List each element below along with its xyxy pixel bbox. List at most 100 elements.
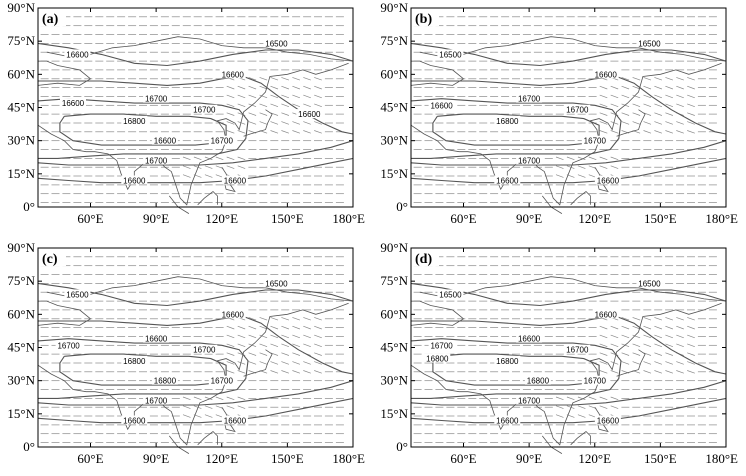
wind-vector: [676, 130, 684, 134]
height-contour: [410, 98, 622, 159]
wind-vector: [632, 325, 641, 330]
contour-label-bg: [208, 135, 235, 145]
wind-vector: [610, 85, 619, 90]
wind-vector: [259, 94, 268, 99]
wind-vector: [204, 405, 213, 409]
wind-vector: [292, 343, 301, 348]
wind-vector: [610, 334, 619, 339]
contour-label: 16600: [224, 417, 247, 426]
coastline: [570, 190, 591, 206]
panel-tag: (d): [415, 252, 432, 267]
wind-vector: [237, 85, 246, 90]
wind-vector: [643, 334, 652, 339]
contour-label-bg: [121, 415, 148, 425]
lat-label: 45°N: [380, 340, 408, 355]
wind-vector: [259, 352, 268, 356]
wind-vector: [314, 343, 322, 348]
wind-vector: [665, 112, 674, 116]
wind-vector: [632, 121, 641, 125]
contour-label: 16600: [62, 99, 85, 108]
wind-vector: [643, 121, 652, 125]
height-contour: [410, 157, 727, 184]
wind-vector-field: [413, 256, 717, 443]
height-contour: [37, 42, 354, 67]
lat-label: 60°N: [380, 306, 408, 321]
wind-vector: [654, 361, 663, 365]
lat-label: 90°N: [380, 240, 408, 255]
contour-label-bg: [143, 93, 170, 103]
contour-label: 16600: [597, 417, 620, 426]
wind-vector: [687, 85, 695, 90]
contour-label-bg: [208, 375, 235, 385]
panel-tag: (c): [42, 252, 58, 267]
contour-label: 16800: [527, 377, 550, 386]
wind-vector: [182, 414, 191, 418]
wind-vector: [665, 361, 674, 365]
coastline: [37, 300, 92, 326]
wind-vector: [259, 361, 268, 365]
wind-vector: [193, 156, 202, 161]
wind-vector: [237, 405, 246, 409]
wind-vector: [643, 130, 652, 134]
lat-label: 75°N: [380, 33, 408, 48]
coastline: [221, 406, 236, 433]
contour-label: 16500: [265, 279, 288, 288]
contour-label-bg: [143, 333, 170, 343]
contour-label: 16700: [518, 157, 541, 166]
contour-label-bg: [494, 175, 521, 185]
wind-vector: [610, 94, 619, 99]
contour-label: 16700: [430, 341, 453, 350]
contour-label-bg: [524, 375, 551, 385]
wind-vector: [555, 414, 564, 418]
wind-vector: [687, 121, 695, 125]
coastline: [541, 435, 563, 454]
wind-vector: [555, 165, 564, 169]
contour-label-bg: [143, 155, 170, 165]
wind-vector: [281, 130, 290, 134]
contour-label-bg: [296, 109, 323, 119]
wind-vector: [588, 156, 597, 161]
contour-label-bg: [151, 375, 178, 385]
contour-label: 16600: [595, 310, 618, 319]
wind-vector: [303, 85, 311, 90]
contour-label-bg: [121, 355, 148, 365]
wind-vector: [643, 325, 652, 330]
wind-vector: [303, 77, 311, 81]
contour-label-bg: [494, 115, 521, 125]
wind-vector: [621, 352, 630, 356]
contour-label-bg: [636, 38, 663, 48]
map-svg: 16500 16500 16600 16700 16600 16700 16800 16700…: [380, 0, 738, 226]
wind-vector: [599, 396, 608, 401]
wind-vector: [292, 94, 301, 99]
wind-vector: [643, 112, 652, 116]
lat-label: 45°N: [7, 100, 35, 115]
wind-vector: [555, 174, 564, 178]
contour-layer: [410, 42, 727, 184]
height-contour: [37, 338, 249, 399]
wind-vector: [643, 85, 652, 90]
wind-vector: [621, 361, 630, 365]
lat-label: 90°N: [7, 0, 35, 15]
wind-vector: [303, 334, 311, 339]
wind-vector: [248, 85, 257, 90]
wind-vector: [237, 130, 246, 134]
map-panel: 16500 16500 16600 16600 16700 16700 16800 16800…: [0, 240, 373, 476]
wind-vector: [687, 94, 695, 99]
wind-vector: [687, 370, 695, 374]
map-panel: 16500 16600 16600 16700 16600 16700 16800 16600…: [0, 0, 373, 236]
coastline: [243, 349, 273, 377]
wind-vector: [237, 396, 246, 401]
wind-vector: [292, 370, 301, 374]
wind-vector: [226, 405, 235, 409]
wind-vector: [610, 103, 619, 108]
wind-vector: [226, 112, 235, 116]
wind-vector: [599, 343, 608, 348]
wind-vector: [588, 396, 597, 401]
contour-label: 16700: [211, 377, 234, 386]
wind-vector: [566, 396, 575, 401]
wind-vector: [226, 130, 235, 134]
wind-vector: [676, 94, 684, 99]
contour-label-bg: [516, 395, 543, 405]
wind-vector: [281, 103, 290, 108]
